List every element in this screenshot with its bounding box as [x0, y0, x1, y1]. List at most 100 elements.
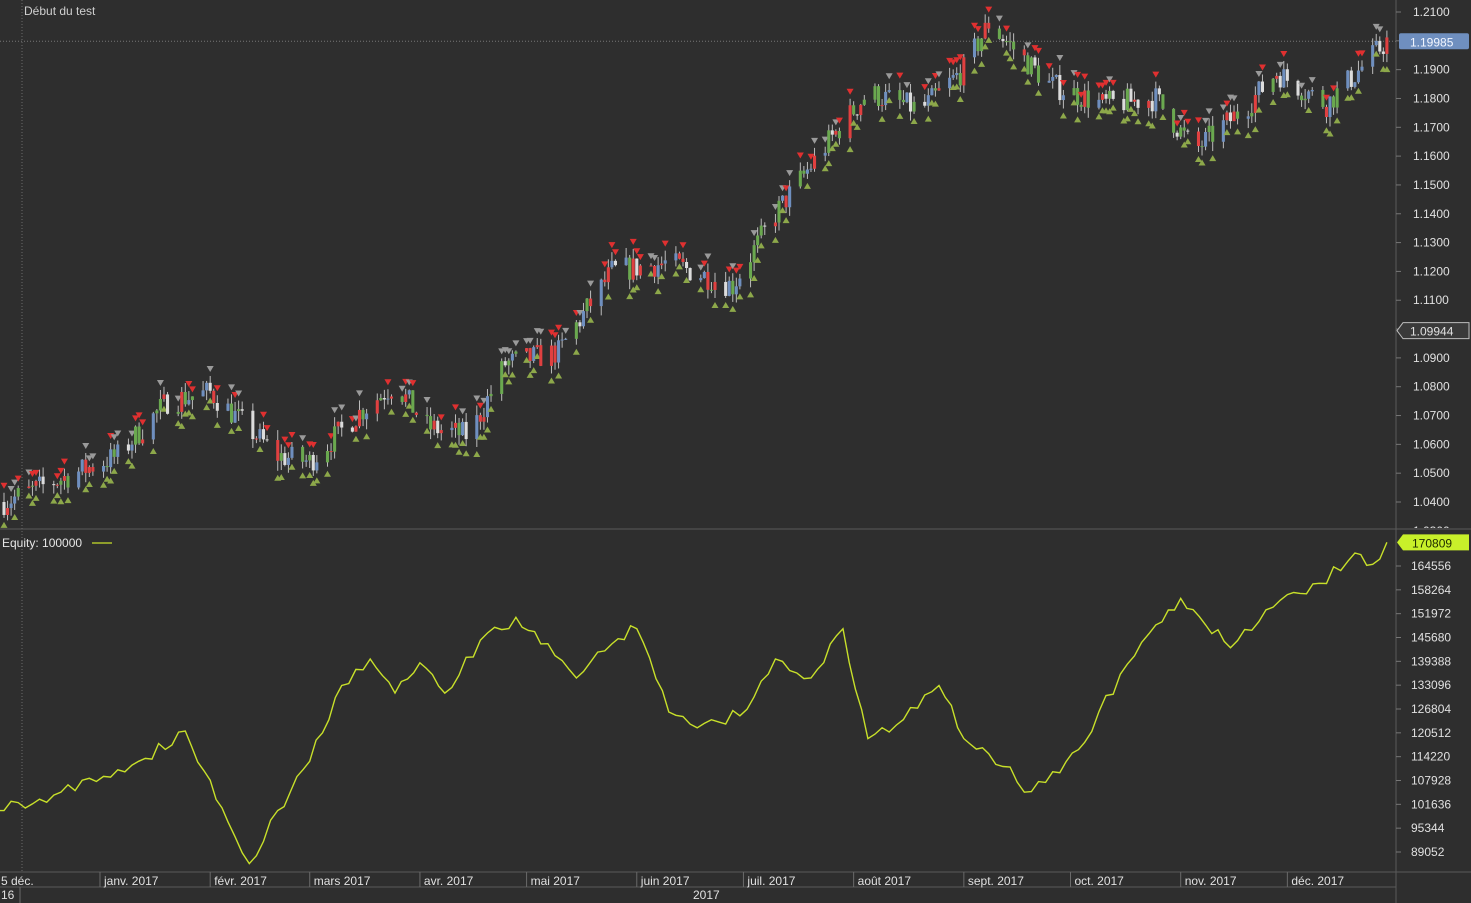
buy-marker	[1251, 126, 1259, 133]
candle-body	[709, 289, 713, 291]
sell-marker	[384, 379, 392, 386]
sell-marker	[309, 441, 317, 448]
candle-body	[105, 465, 109, 468]
sell-marker	[25, 469, 33, 476]
equity-panel[interactable]: 89052 95344 101636 107928 114220 120512 126804…	[0, 534, 1469, 865]
candle-body	[1161, 94, 1165, 109]
buy-marker	[1383, 66, 1391, 73]
candle-body	[190, 396, 194, 401]
candle-body	[1236, 111, 1240, 119]
start-label: Début du test	[24, 4, 96, 18]
candle-body	[162, 394, 166, 399]
buy-marker	[206, 397, 214, 404]
buy-marker	[711, 301, 719, 308]
buy-marker	[1372, 50, 1380, 57]
sell-marker	[128, 430, 136, 437]
sell-marker	[786, 170, 794, 177]
buy-marker	[387, 408, 395, 415]
candle-body	[38, 476, 42, 482]
price-tick-label: 1.1500	[1413, 178, 1450, 192]
candle-body	[1086, 90, 1090, 108]
candle-body	[1072, 88, 1076, 96]
candle-body	[1047, 80, 1051, 83]
candle-body	[713, 281, 717, 290]
candle-body	[240, 409, 244, 411]
buy-marker	[1020, 65, 1028, 72]
candle-body	[809, 168, 813, 170]
candle-body	[432, 420, 436, 430]
buy-marker	[228, 427, 236, 434]
buy-marker	[50, 497, 58, 504]
sell-marker	[1258, 64, 1266, 71]
candle-body	[1346, 70, 1350, 89]
equity-tick-label: 120512	[1411, 726, 1451, 740]
candle-body	[1157, 88, 1161, 95]
candle-body	[59, 480, 63, 485]
candle-body	[987, 22, 991, 29]
price-tick-label: 1.0800	[1413, 380, 1450, 394]
buy-marker	[1209, 155, 1217, 162]
candle-body	[375, 400, 379, 414]
sell-marker	[352, 415, 360, 422]
candle-body	[365, 413, 369, 420]
equity-tick-label: 145680	[1411, 631, 1451, 645]
buy-marker	[1198, 159, 1206, 166]
buy-marker	[1184, 138, 1192, 145]
candle-body	[702, 271, 706, 279]
candle-body	[635, 258, 639, 276]
sell-marker	[587, 280, 595, 287]
buy-marker	[825, 160, 833, 167]
buy-marker	[324, 470, 332, 477]
equity-legend: Equity: 100000	[2, 536, 82, 550]
buy-marker	[683, 276, 691, 283]
buy-marker	[103, 475, 111, 482]
candle-body	[923, 101, 927, 106]
candle-body	[464, 421, 468, 440]
buy-marker	[455, 448, 463, 455]
candle-body	[411, 390, 415, 413]
sell-marker	[135, 412, 143, 419]
candle-body	[478, 415, 482, 422]
sell-marker	[288, 432, 296, 439]
sell-marker	[679, 242, 687, 249]
candle-body	[638, 265, 642, 276]
buy-marker	[672, 270, 680, 277]
buy-marker	[729, 305, 737, 312]
sell-marker	[1081, 73, 1089, 80]
candle-body	[784, 195, 788, 208]
candle-body	[1012, 41, 1016, 50]
candle-body	[852, 105, 856, 115]
buy-marker	[203, 404, 211, 411]
candle-body	[141, 439, 145, 444]
sell-marker	[946, 57, 954, 64]
time-axis: janv. 2017 févr. 2017 mars 2017 avr. 2017 ma…	[0, 871, 1471, 903]
candle-body	[599, 279, 603, 307]
month-label: juil. 2017	[746, 874, 795, 888]
candle-body	[357, 409, 362, 427]
sell-marker	[1280, 50, 1288, 57]
candle-body	[2, 502, 6, 515]
buy-marker	[924, 115, 932, 122]
candle-body	[1125, 88, 1129, 111]
price-tick-label: 1.0300	[1413, 524, 1450, 538]
sell-marker	[512, 340, 520, 347]
candle-body	[130, 444, 134, 451]
last-price-label: 1.19985	[1410, 35, 1454, 49]
candle-body	[1332, 96, 1336, 108]
buy-marker	[0, 521, 8, 528]
candle-body	[180, 391, 184, 412]
candle-body	[30, 485, 34, 487]
candle-body	[126, 444, 130, 451]
buy-marker	[277, 474, 285, 481]
candle-body	[1150, 100, 1154, 112]
candle-body	[976, 38, 980, 52]
sell-marker	[1109, 79, 1117, 86]
sell-marker	[231, 391, 239, 398]
sell-marker	[931, 73, 939, 80]
candle-body	[52, 484, 56, 486]
candle-body	[1136, 99, 1140, 108]
candle-body	[1211, 125, 1215, 142]
candle-body	[62, 476, 66, 481]
buy-marker	[451, 441, 459, 448]
